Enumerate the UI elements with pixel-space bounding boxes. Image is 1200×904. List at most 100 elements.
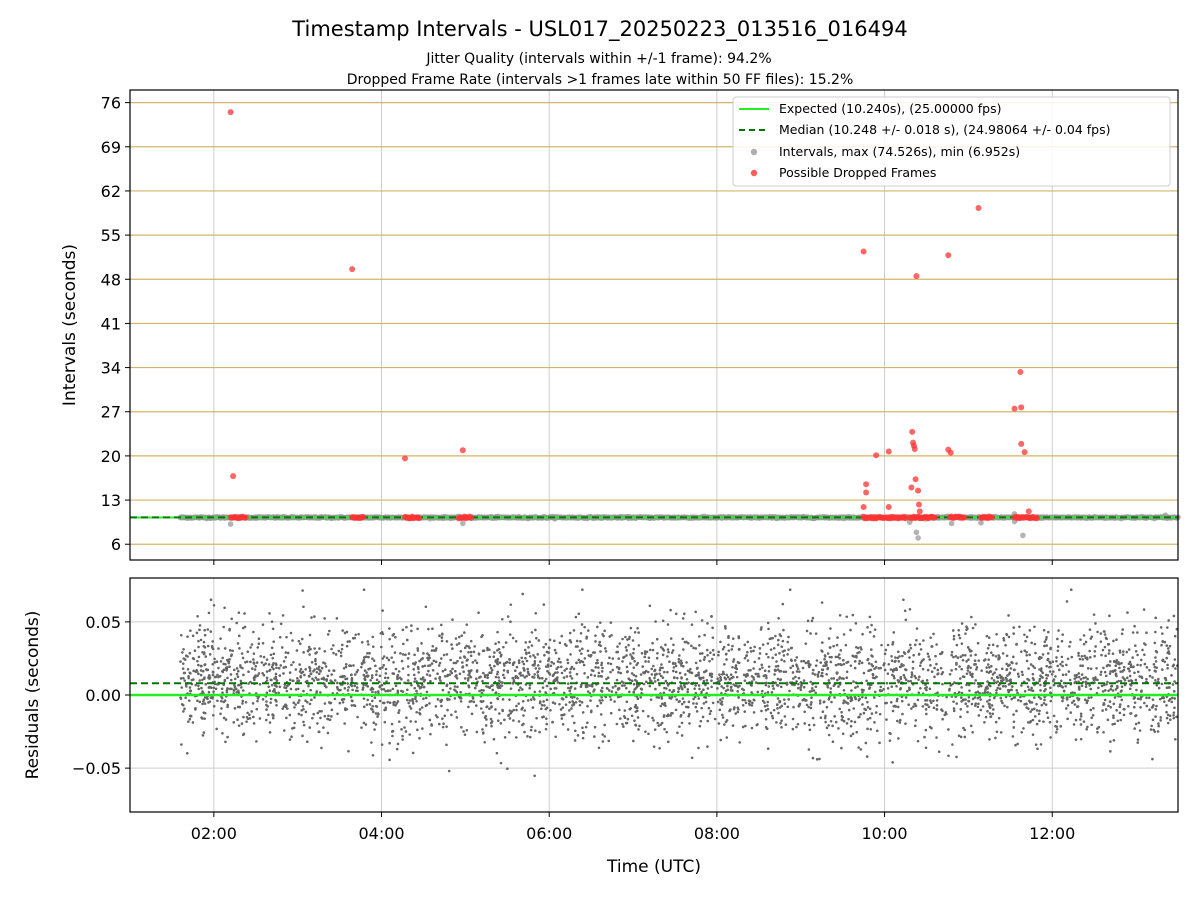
- residual-point: [847, 718, 850, 721]
- residual-point: [586, 705, 589, 708]
- residual-point: [680, 686, 683, 689]
- residual-point: [835, 664, 838, 667]
- residual-point: [747, 669, 750, 672]
- residual-point: [827, 724, 830, 727]
- residual-point: [821, 650, 824, 653]
- residual-point: [640, 687, 643, 690]
- residual-point: [969, 667, 972, 670]
- residual-point: [441, 717, 444, 720]
- residual-point: [238, 724, 241, 727]
- residual-point: [376, 715, 379, 718]
- residual-point: [500, 762, 503, 765]
- residual-point: [996, 676, 999, 679]
- residual-point: [764, 705, 767, 708]
- residual-point: [1172, 664, 1175, 667]
- residual-point: [254, 668, 257, 671]
- residual-point: [1016, 743, 1019, 746]
- residual-point: [698, 688, 701, 691]
- residual-point: [237, 670, 240, 673]
- residual-point: [266, 676, 269, 679]
- residual-point: [676, 677, 679, 680]
- residual-point: [631, 714, 634, 717]
- residual-point: [242, 734, 245, 737]
- residual-point: [866, 659, 869, 662]
- residual-point: [994, 737, 997, 740]
- residual-point: [885, 649, 888, 652]
- residual-point: [223, 668, 226, 671]
- residual-point: [777, 712, 780, 715]
- residual-point: [711, 627, 714, 630]
- residual-point: [992, 643, 995, 646]
- residual-point: [824, 721, 827, 724]
- residual-point: [412, 702, 415, 705]
- residual-point: [641, 652, 644, 655]
- residual-point: [269, 731, 272, 734]
- residual-point: [1015, 710, 1018, 713]
- residual-point: [1109, 660, 1112, 663]
- residual-point: [767, 691, 770, 694]
- residual-point: [698, 684, 701, 687]
- residual-point: [800, 688, 803, 691]
- residual-point: [498, 712, 501, 715]
- residual-point: [1032, 673, 1035, 676]
- residual-point: [290, 632, 293, 635]
- residual-point: [676, 731, 679, 734]
- residual-point: [382, 664, 385, 667]
- residual-point: [964, 702, 967, 705]
- residual-point: [301, 638, 304, 641]
- residual-point: [1055, 731, 1058, 734]
- residual-point: [593, 735, 596, 738]
- residual-point: [891, 659, 894, 662]
- residual-point: [706, 622, 709, 625]
- residual-point: [191, 679, 194, 682]
- residual-point: [414, 677, 417, 680]
- residual-point: [552, 701, 555, 704]
- residual-point: [413, 687, 416, 690]
- residual-point: [183, 708, 186, 711]
- residual-point: [1168, 652, 1171, 655]
- residual-point: [1123, 714, 1126, 717]
- residual-point: [839, 676, 842, 679]
- residual-point: [718, 722, 721, 725]
- residual-point: [611, 669, 614, 672]
- residual-point: [313, 668, 316, 671]
- residual-point: [309, 634, 312, 637]
- residual-point: [262, 623, 265, 626]
- residual-point: [867, 706, 870, 709]
- residual-point: [614, 685, 617, 688]
- residual-point: [1121, 633, 1124, 636]
- residual-point: [789, 667, 792, 670]
- residual-point: [529, 655, 532, 658]
- residual-point: [1145, 697, 1148, 700]
- residual-point: [576, 640, 579, 643]
- residual-point: [843, 720, 846, 723]
- residual-point: [1139, 698, 1142, 701]
- residual-point: [731, 645, 734, 648]
- residual-point: [907, 680, 910, 683]
- residual-point: [730, 648, 733, 651]
- residual-point: [297, 701, 300, 704]
- residual-point: [927, 652, 930, 655]
- residual-point: [765, 684, 768, 687]
- residual-point: [375, 712, 378, 715]
- residual-point: [774, 669, 777, 672]
- residual-point: [391, 723, 394, 726]
- residual-point: [633, 674, 636, 677]
- residual-point: [302, 690, 305, 693]
- residual-point: [887, 644, 890, 647]
- residual-point: [494, 642, 497, 645]
- residual-point: [216, 660, 219, 663]
- residual-point: [497, 719, 500, 722]
- residual-point: [718, 679, 721, 682]
- residual-point: [785, 670, 788, 673]
- residual-point: [416, 729, 419, 732]
- residual-point: [393, 633, 396, 636]
- residual-point: [854, 721, 857, 724]
- residual-point: [1139, 664, 1142, 667]
- residual-point: [462, 665, 465, 668]
- residual-point: [429, 674, 432, 677]
- residual-point: [812, 669, 815, 672]
- residual-point: [421, 706, 424, 709]
- residual-point: [702, 688, 705, 691]
- residual-point: [486, 676, 489, 679]
